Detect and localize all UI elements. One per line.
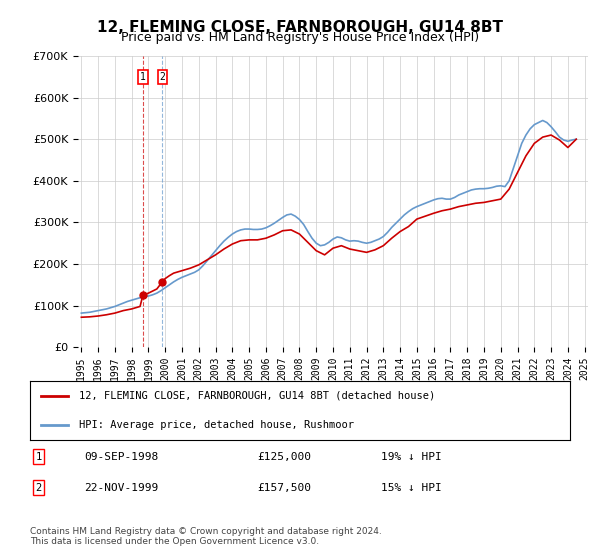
- Text: 12, FLEMING CLOSE, FARNBOROUGH, GU14 8BT: 12, FLEMING CLOSE, FARNBOROUGH, GU14 8BT: [97, 20, 503, 35]
- Text: Price paid vs. HM Land Registry's House Price Index (HPI): Price paid vs. HM Land Registry's House …: [121, 31, 479, 44]
- Text: HPI: Average price, detached house, Rushmoor: HPI: Average price, detached house, Rush…: [79, 420, 353, 430]
- Text: 22-NOV-1999: 22-NOV-1999: [84, 483, 158, 493]
- Text: 19% ↓ HPI: 19% ↓ HPI: [381, 451, 442, 461]
- Text: 2: 2: [35, 483, 41, 493]
- Text: £125,000: £125,000: [257, 451, 311, 461]
- Text: 1: 1: [35, 451, 41, 461]
- Text: 15% ↓ HPI: 15% ↓ HPI: [381, 483, 442, 493]
- Text: 2: 2: [160, 72, 166, 82]
- Text: £157,500: £157,500: [257, 483, 311, 493]
- Text: 12, FLEMING CLOSE, FARNBOROUGH, GU14 8BT (detached house): 12, FLEMING CLOSE, FARNBOROUGH, GU14 8BT…: [79, 390, 435, 400]
- Text: Contains HM Land Registry data © Crown copyright and database right 2024.
This d: Contains HM Land Registry data © Crown c…: [30, 526, 382, 546]
- Text: 1: 1: [140, 72, 146, 82]
- Text: 09-SEP-1998: 09-SEP-1998: [84, 451, 158, 461]
